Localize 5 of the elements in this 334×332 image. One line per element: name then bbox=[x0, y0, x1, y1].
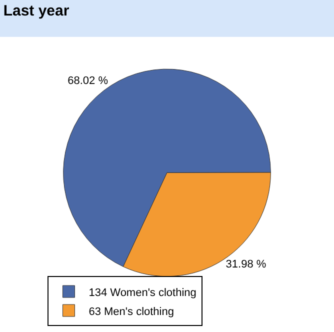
legend-label: 134 Women's clothing bbox=[88, 286, 196, 299]
legend-label: 63 Men's clothing bbox=[88, 306, 174, 318]
chart-title: Last year bbox=[3, 2, 70, 20]
data-label: 31.98 % bbox=[226, 258, 266, 270]
data-label: 68.02 % bbox=[68, 75, 108, 88]
